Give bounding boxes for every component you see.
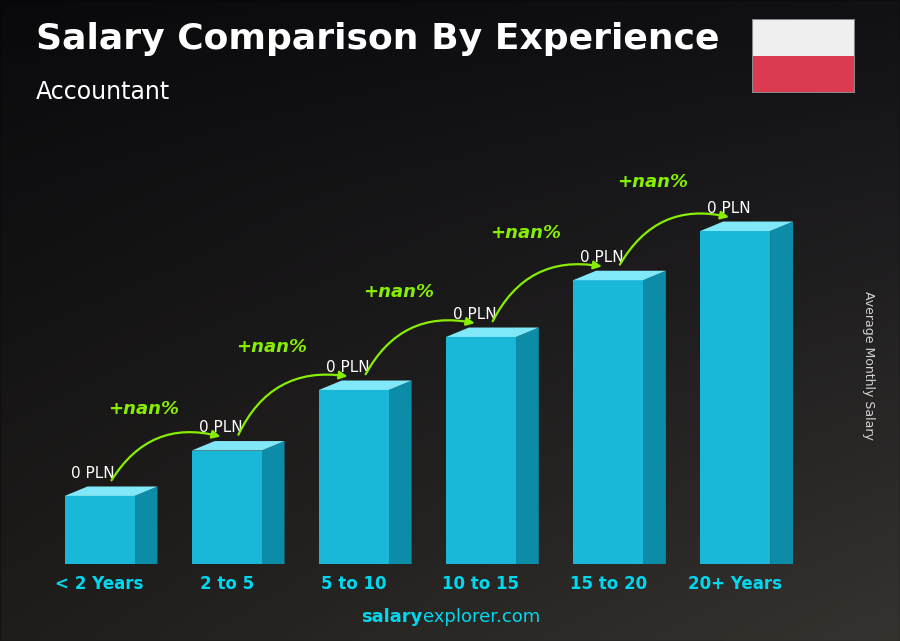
Bar: [65, 496, 134, 564]
Polygon shape: [573, 271, 666, 280]
Polygon shape: [700, 222, 793, 231]
Text: +nan%: +nan%: [363, 283, 434, 301]
Text: 0 PLN: 0 PLN: [71, 466, 115, 481]
Text: +nan%: +nan%: [236, 338, 307, 356]
Text: 0 PLN: 0 PLN: [453, 307, 497, 322]
Polygon shape: [643, 271, 666, 564]
Text: +nan%: +nan%: [490, 224, 561, 242]
Polygon shape: [770, 222, 793, 564]
Bar: [752, 56, 855, 93]
Polygon shape: [262, 441, 284, 564]
Polygon shape: [192, 441, 284, 451]
Text: +nan%: +nan%: [617, 173, 688, 191]
Bar: [700, 231, 770, 564]
Bar: [319, 390, 389, 564]
Polygon shape: [389, 381, 411, 564]
Bar: [752, 19, 855, 56]
Text: Average Monthly Salary: Average Monthly Salary: [862, 291, 875, 440]
Bar: [446, 337, 516, 564]
Text: 0 PLN: 0 PLN: [707, 201, 751, 216]
Polygon shape: [65, 487, 158, 496]
Bar: [192, 451, 262, 564]
Text: +nan%: +nan%: [109, 401, 180, 419]
Text: explorer.com: explorer.com: [423, 608, 540, 626]
Text: 0 PLN: 0 PLN: [326, 360, 369, 375]
Bar: [573, 280, 643, 564]
Polygon shape: [446, 328, 539, 337]
Text: Accountant: Accountant: [36, 80, 170, 104]
Text: Salary Comparison By Experience: Salary Comparison By Experience: [36, 22, 719, 56]
Text: 0 PLN: 0 PLN: [580, 250, 624, 265]
Polygon shape: [319, 381, 411, 390]
Text: 0 PLN: 0 PLN: [199, 420, 242, 435]
Polygon shape: [134, 487, 158, 564]
Text: salary: salary: [362, 608, 423, 626]
Polygon shape: [516, 328, 539, 564]
